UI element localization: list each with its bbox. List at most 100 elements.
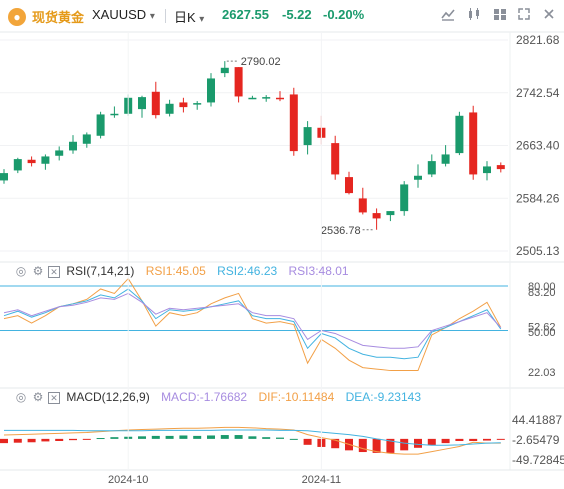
candle-body (358, 198, 367, 213)
macd-bar (151, 435, 160, 439)
rsi-legend: ◎ ⚙ ✕ RSI(7,14,21) RSI1:45.05 RSI2:46.23 R… (14, 264, 357, 280)
chevron-down-icon: ▾ (199, 14, 205, 25)
gear-icon[interactable]: ⚙ (32, 390, 44, 404)
macd-bar (138, 436, 146, 439)
candle-body (69, 141, 77, 151)
close-icon[interactable]: ✕ (48, 392, 60, 404)
candle-body (82, 134, 91, 144)
candle-body (27, 159, 36, 164)
candle-body (469, 112, 478, 175)
candle-body (248, 97, 257, 100)
candle-body (138, 97, 146, 110)
macd-bar (372, 438, 381, 453)
macd-bar (193, 435, 202, 439)
rsi-line (3, 292, 502, 349)
rsi-tick-label: 83.20 (528, 287, 556, 299)
macd-bar (69, 438, 77, 441)
macd-bar (234, 435, 243, 439)
interval-selector[interactable]: 日K ▾ (174, 7, 204, 26)
rsi-tick-label: 52.62 (528, 322, 556, 334)
macd-bar (469, 438, 478, 441)
close-icon[interactable]: ✕ (48, 266, 60, 278)
candle-body (13, 159, 22, 171)
rsi-title: RSI(7,14,21) (66, 264, 135, 278)
macd-bar (0, 438, 8, 444)
macd-bar (358, 438, 367, 453)
close-icon[interactable] (538, 6, 560, 26)
candle-body (276, 97, 284, 100)
price-tick-label: 2505.13 (516, 244, 560, 258)
chart-type-icon[interactable] (463, 6, 485, 26)
candle-body (193, 103, 202, 105)
macd-bar (13, 438, 22, 443)
date-tick-label: 2024-10 (108, 474, 148, 486)
macd-bar (27, 438, 36, 443)
indicator-settings-icon[interactable] (437, 6, 459, 26)
source-label: 现货黄金 (32, 10, 85, 25)
gear-icon[interactable]: ⚙ (32, 264, 44, 278)
divider (165, 9, 166, 23)
eye-icon[interactable]: ◎ (15, 264, 27, 278)
macd-bar (220, 435, 229, 439)
macd-bar (400, 438, 409, 451)
price-change-pct: -0.20% (323, 7, 365, 22)
price-tick-label: 2742.54 (516, 86, 560, 100)
rsi3-label: RSI3:48.01 (288, 264, 349, 278)
candle-body (110, 113, 119, 116)
rsi-tick-label: 22.03 (528, 367, 556, 379)
macd-bar (496, 438, 505, 440)
candle-body (427, 161, 436, 175)
symbol-selector[interactable]: XAUUSD ▾ (92, 7, 155, 22)
price-change: -5.22 (282, 7, 312, 22)
macd-title: MACD(12,26,9) (66, 390, 150, 404)
drawing-tools-icon[interactable] (489, 6, 511, 26)
macd-bar (165, 435, 174, 439)
macd-bar (41, 438, 50, 442)
date-tick-label: 2024-11 (302, 474, 342, 486)
macd-bar (483, 438, 491, 441)
low-annotation: 2536.78 (321, 225, 361, 237)
macd-bar (110, 437, 119, 439)
candle-body (234, 67, 243, 97)
rsi2-label: RSI2:46.23 (217, 264, 278, 278)
candle-body (289, 94, 298, 152)
macd-bar (455, 438, 464, 441)
candle-body (151, 91, 160, 116)
candle-body (345, 177, 353, 194)
dea-line (4, 429, 501, 446)
macd-bar (82, 438, 91, 440)
gold-icon: ● (8, 8, 26, 26)
chevron-down-icon: ▾ (149, 11, 155, 22)
rsi-tick-label: 50.00 (528, 327, 556, 339)
dif-label: DIF:-10.11484 (258, 390, 335, 404)
macd-value-label: MACD:-1.76682 (161, 390, 248, 404)
candle-body (303, 127, 312, 146)
last-price: 2627.55 (222, 7, 269, 22)
price-tick-label: 2584.26 (516, 191, 560, 205)
dea-label: DEA:-9.23143 (345, 390, 422, 404)
macd-bar (441, 438, 450, 444)
macd-bar (303, 438, 312, 445)
macd-bar (414, 438, 422, 448)
macd-bar (55, 438, 64, 441)
rsi-line (3, 277, 502, 372)
price-tick-label: 2663.40 (516, 139, 560, 153)
macd-bar (207, 435, 215, 439)
symbol-label: XAUUSD (92, 7, 147, 22)
macd-bar (331, 438, 340, 449)
rsi-tick-label: 80.00 (528, 281, 556, 293)
candle-body (96, 114, 105, 136)
interval-label: 日K (174, 10, 196, 25)
macd-bar (386, 438, 395, 453)
fullscreen-icon[interactable] (513, 6, 535, 26)
macd-tick-label: 44.41887 (512, 413, 562, 427)
high-annotation: 2790.02 (241, 56, 281, 68)
candle-body (55, 150, 64, 156)
rsi-line (3, 288, 502, 360)
macd-legend: ◎ ⚙ ✕ MACD(12,26,9) MACD:-1.76682 DIF:-10.… (14, 390, 429, 406)
candle-body (455, 115, 464, 154)
candle-body (372, 213, 381, 219)
candle-body (400, 184, 409, 212)
eye-icon[interactable]: ◎ (15, 390, 27, 404)
